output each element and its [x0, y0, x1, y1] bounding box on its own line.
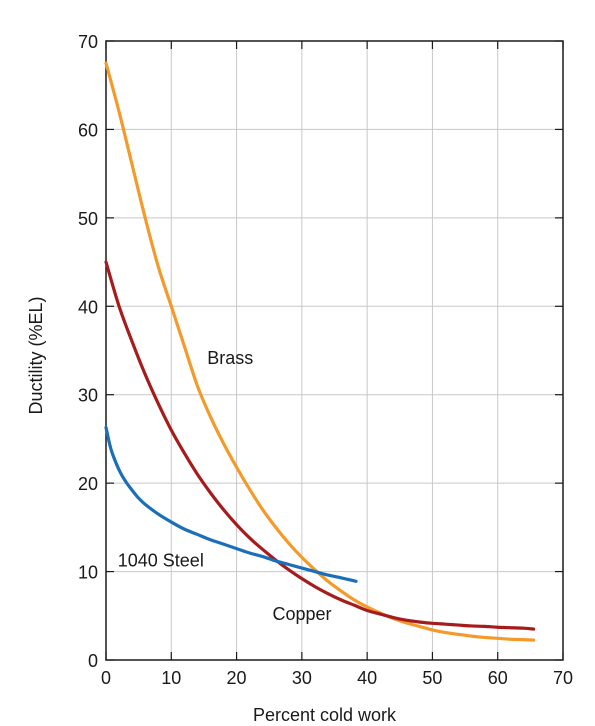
- y-tick-label: 0: [88, 651, 98, 671]
- grid: [106, 41, 563, 660]
- y-tick-label: 40: [78, 297, 98, 317]
- x-tick-label: 60: [488, 668, 508, 688]
- copper-label: Copper: [272, 604, 331, 624]
- plot-frame: [105, 40, 564, 661]
- y-axis-title: Ductility (%EL): [26, 296, 46, 414]
- 1040-steel-label: 1040 Steel: [118, 550, 204, 570]
- brass-label: Brass: [207, 348, 253, 368]
- copper-curve: [104, 260, 536, 631]
- x-tick-label: 10: [161, 668, 181, 688]
- x-tick-label: 20: [227, 668, 247, 688]
- y-tick-label: 70: [78, 32, 98, 52]
- series-labels: Brass Copper 1040 Steel: [118, 348, 332, 624]
- x-axis-title: Percent cold work: [253, 705, 397, 725]
- x-tick-label: 70: [553, 668, 573, 688]
- y-tick-label: 10: [78, 563, 98, 583]
- series-curves: [104, 61, 536, 642]
- x-tick-label: 30: [292, 668, 312, 688]
- x-tick-label: 0: [101, 668, 111, 688]
- y-tick-label: 30: [78, 386, 98, 406]
- axis-ticks: 0 10 20 30 40 50 60 70 0 10 20 30 40 50 60 70: [78, 32, 573, 688]
- x-tick-label: 40: [357, 668, 377, 688]
- y-tick-label: 50: [78, 209, 98, 229]
- 1040-steel-curve: [104, 425, 358, 583]
- y-tick-label: 20: [78, 474, 98, 494]
- y-tick-label: 60: [78, 120, 98, 140]
- brass-curve: [104, 61, 536, 642]
- x-tick-label: 50: [422, 668, 442, 688]
